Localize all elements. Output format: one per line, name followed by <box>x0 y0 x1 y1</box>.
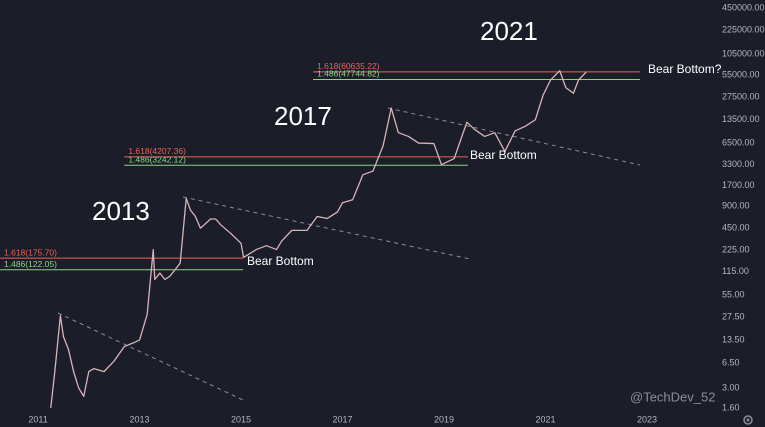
trendline <box>387 107 641 166</box>
level-label: 1.486(3242.12) <box>128 154 186 164</box>
y-tick-label: 27.50 <box>722 312 745 322</box>
note: Bear Bottom <box>470 148 537 162</box>
period-label: 2017 <box>274 101 332 131</box>
y-tick-label: 3300.00 <box>722 159 755 169</box>
y-tick-label: 450.00 <box>722 223 750 233</box>
x-tick-label: 2021 <box>535 414 555 424</box>
y-tick-label: 3.00 <box>722 382 740 392</box>
x-tick-label: 2013 <box>130 414 150 424</box>
y-tick-label: 13.50 <box>722 334 745 344</box>
y-tick-label: 1.60 <box>722 402 740 412</box>
y-tick-label: 55000.00 <box>722 69 760 79</box>
price-line <box>50 70 587 409</box>
x-tick-label: 2011 <box>28 414 47 424</box>
level-label: 1.486(122.05) <box>4 259 57 269</box>
y-tick-label: 1700.00 <box>722 180 755 190</box>
y-tick-label: 55.00 <box>722 290 745 300</box>
watermark: @TechDev_52 <box>630 389 715 404</box>
x-tick-label: 2017 <box>333 414 353 424</box>
y-tick-label: 450000.00 <box>722 2 765 12</box>
y-tick-label: 225000.00 <box>722 24 765 34</box>
y-tick-label: 27500.00 <box>722 91 760 101</box>
period-label: 2013 <box>92 196 150 226</box>
level-label: 1.618(175.70) <box>4 247 57 257</box>
trendline <box>182 196 471 260</box>
y-tick-label: 105000.00 <box>722 49 765 59</box>
x-tick-label: 2015 <box>231 414 251 424</box>
level-label: 1.618(4207.36) <box>128 146 186 156</box>
note: Bear Bottom? <box>648 62 722 76</box>
level-label: 1.486(47744.82) <box>317 69 380 79</box>
settings-icon[interactable] <box>743 415 753 425</box>
y-tick-label: 900.00 <box>722 200 750 210</box>
y-tick-label: 6.50 <box>722 358 740 368</box>
y-tick-label: 13500.00 <box>722 114 760 124</box>
note: Bear Bottom <box>247 254 314 268</box>
x-tick-label: 2019 <box>434 414 454 424</box>
y-tick-label: 115.00 <box>722 266 749 276</box>
x-tick-label: 2023 <box>637 414 657 424</box>
period-label: 2021 <box>480 16 538 46</box>
y-tick-label: 6500.00 <box>722 137 755 147</box>
level-label: 1.618(60635.22) <box>317 61 380 71</box>
trendline <box>57 312 244 401</box>
y-tick-label: 225.00 <box>722 245 750 255</box>
trendlines <box>57 107 641 401</box>
